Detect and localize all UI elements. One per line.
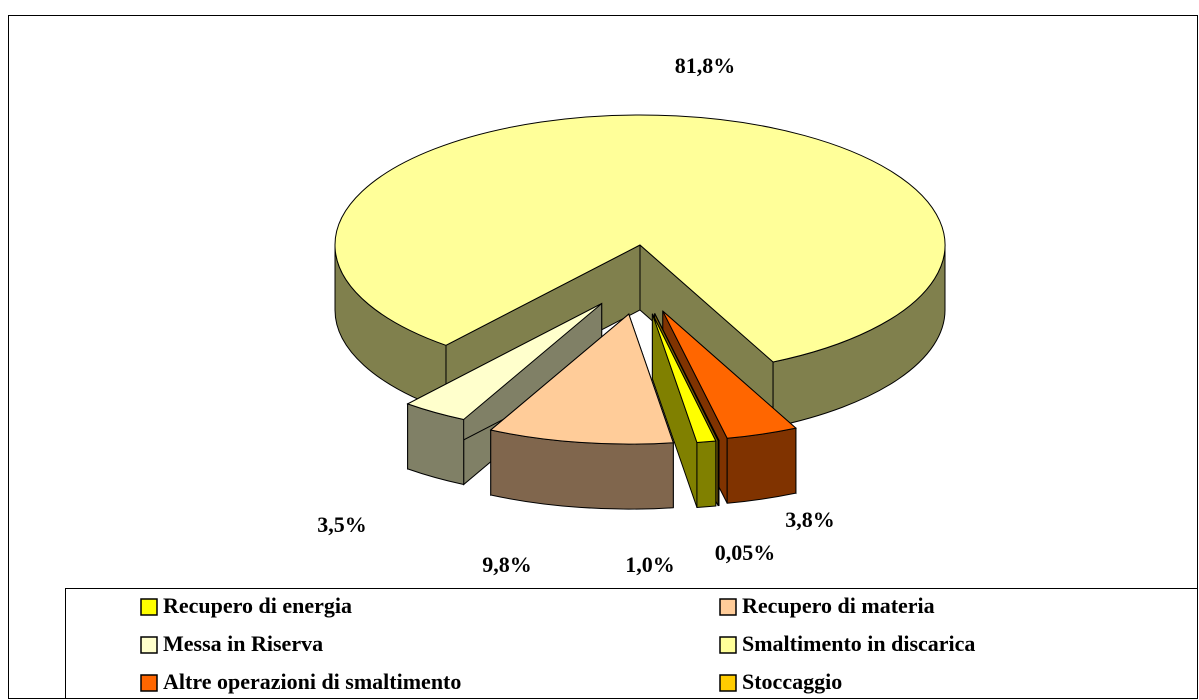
data-label: 3,8% [785, 507, 835, 532]
legend-label: Recupero di energia [163, 593, 352, 618]
legend-label: Smaltimento in discarica [742, 631, 975, 656]
slice-outer-wall [717, 439, 720, 507]
legend-label: Messa in Riserva [163, 631, 323, 656]
slice-outer-wall [726, 427, 797, 504]
slice [406, 303, 602, 421]
legend-label: Altre operazioni di smaltimento [163, 669, 461, 694]
data-label: 1,0% [625, 552, 675, 577]
legend-box [65, 588, 1198, 699]
slice [654, 313, 720, 442]
legend-marker [719, 598, 737, 616]
legend-marker [140, 636, 158, 654]
data-label: 0,05% [715, 540, 776, 565]
legend-marker [719, 636, 737, 654]
slice [651, 313, 717, 444]
slice [334, 114, 946, 363]
slice [662, 310, 797, 439]
legend-label: Stoccaggio [742, 669, 842, 694]
data-label: 81,8% [675, 53, 736, 78]
legend-label: Recupero di materia [742, 593, 935, 618]
legend-marker [719, 674, 737, 692]
data-label: 3,5% [317, 512, 367, 537]
legend-marker [140, 674, 158, 692]
legend-marker [140, 598, 158, 616]
data-label: 9,8% [482, 552, 532, 577]
slice [489, 313, 674, 445]
slice-outer-wall [696, 440, 717, 509]
